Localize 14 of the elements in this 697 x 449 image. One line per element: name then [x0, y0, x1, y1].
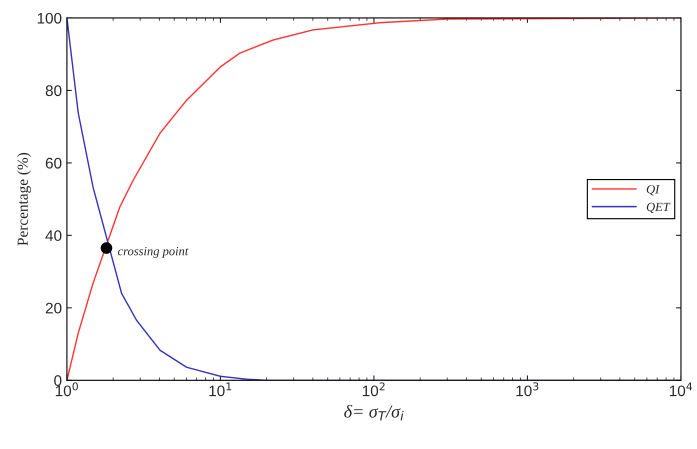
y-tick-label: 20 [46, 302, 62, 314]
legend-label: QI [646, 185, 660, 196]
x-tick-label: 10$^{1}$ [209, 382, 232, 396]
x-tick-label: 10$^{3}$ [516, 382, 538, 396]
y-tick-label: 60 [46, 158, 62, 169]
y-tick-label: 40 [45, 230, 62, 242]
y-tick-label: 80 [46, 85, 62, 96]
annotation: crossing point [118, 246, 189, 258]
y-axis-title: Percentage (%) [17, 152, 32, 246]
x-tick-label: 10$^{2}$ [362, 382, 385, 396]
x-tick-label: 10$^{4}$ [670, 382, 692, 396]
x-axis-title: δ= σ$_{T}$/σ$_{i}$ [344, 404, 404, 420]
legend-label: QET [646, 202, 670, 214]
y-tick-label: 100 [38, 12, 62, 24]
